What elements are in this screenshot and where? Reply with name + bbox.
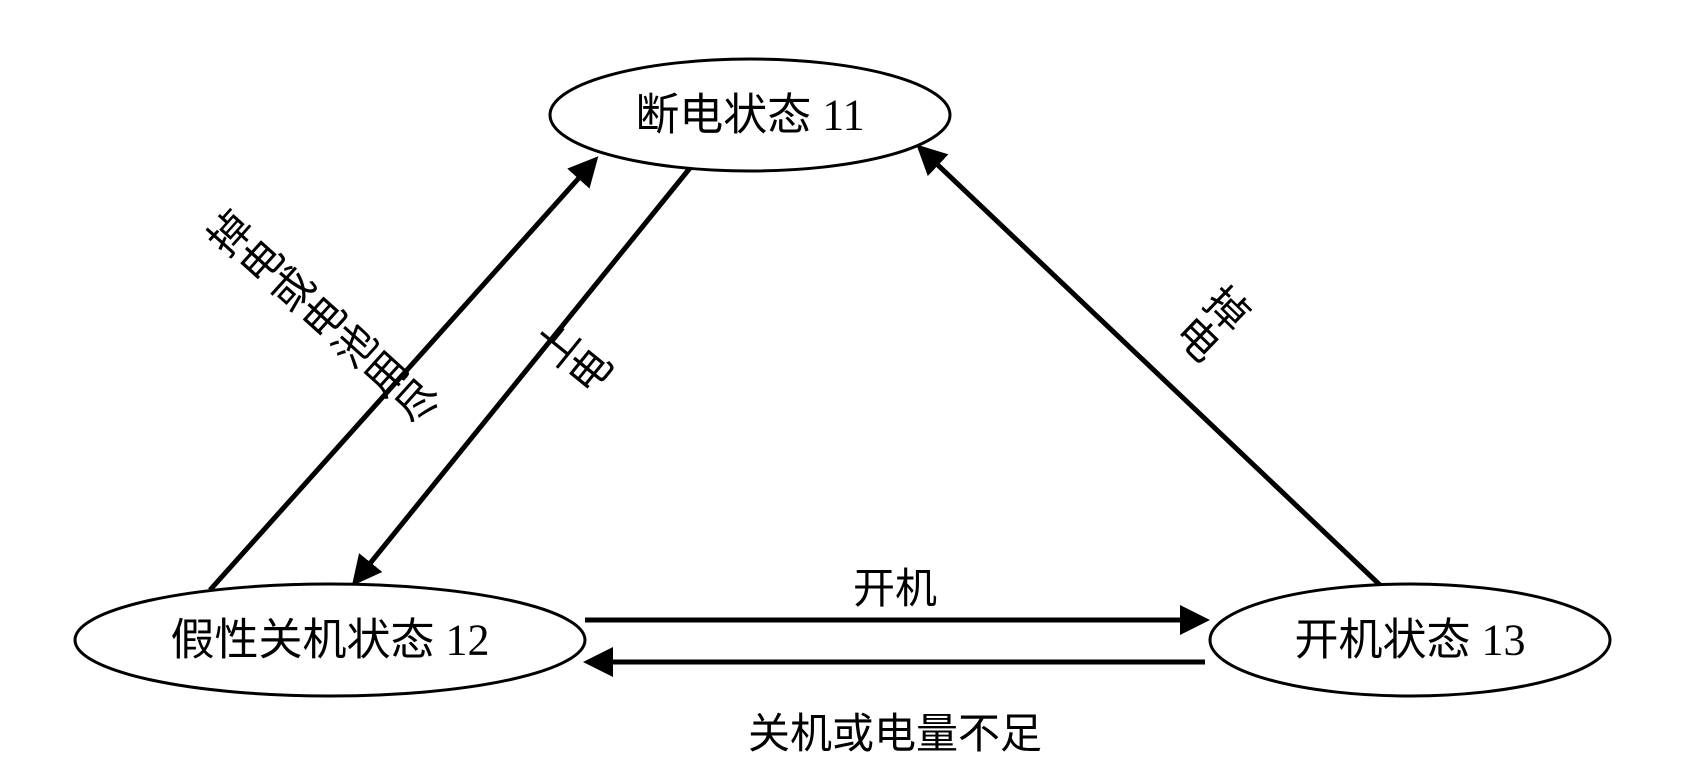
edge-label: 掉电或电池用尽 — [195, 204, 445, 436]
edge-e1: 掉电或电池用尽 — [195, 160, 595, 590]
edge-label-wrap: 掉电 — [1164, 274, 1256, 367]
node-pseudo-shutdown: 假性关机状态 12 — [75, 584, 585, 696]
edge-line — [920, 148, 1380, 585]
node-power-off: 断电状态 11 — [550, 59, 950, 171]
edge-label: 掉电 — [1164, 274, 1256, 367]
node-label: 假性关机状态 12 — [171, 616, 490, 665]
edge-label: 开机 — [853, 567, 937, 613]
edge-e5: 关机或电量不足 — [588, 662, 1205, 758]
edge-label-wrap: 掉电或电池用尽 — [195, 204, 445, 436]
edge-label: 上电 — [523, 316, 617, 405]
node-label: 开机状态 13 — [1295, 616, 1526, 665]
node-power-on: 开机状态 13 — [1210, 584, 1610, 696]
node-label: 断电状态 11 — [635, 91, 864, 140]
edge-e4: 开机 — [585, 567, 1205, 620]
edge-label-wrap: 上电 — [523, 316, 617, 405]
state-diagram: 掉电或电池用尽 上电 掉电 开机 关机或电量不足 断电状态 11 假性关机状态 … — [0, 0, 1701, 781]
edge-e3: 掉电 — [920, 148, 1380, 585]
edge-label: 关机或电量不足 — [748, 712, 1042, 758]
